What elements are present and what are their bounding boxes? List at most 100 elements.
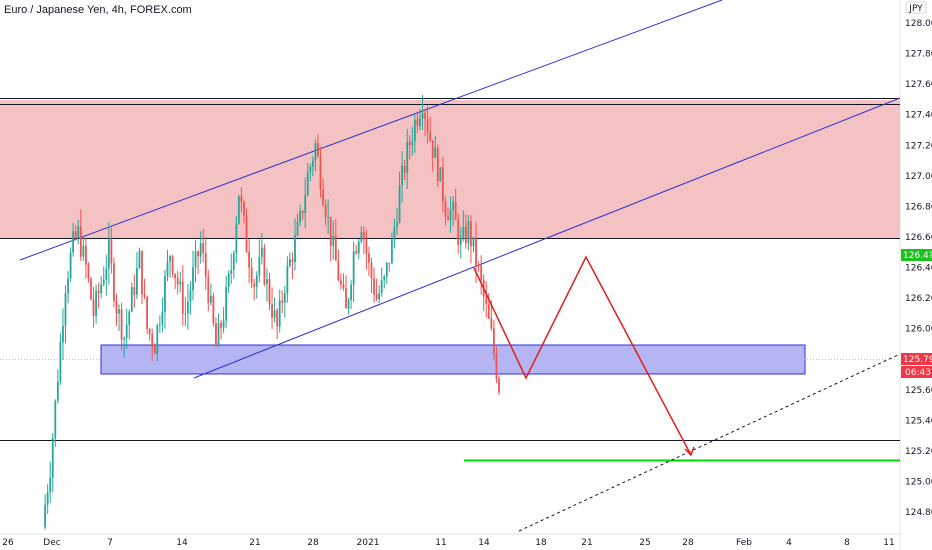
time-tick-label: 26	[2, 538, 14, 548]
candle-body	[248, 252, 250, 268]
candle-body	[90, 278, 92, 300]
candle-body	[319, 156, 322, 190]
candle-body	[235, 223, 238, 254]
candle-body	[475, 237, 477, 265]
candle-body	[439, 167, 442, 182]
time-tick-label: 4	[786, 538, 792, 548]
candle-body	[385, 262, 388, 277]
candle-body	[113, 263, 115, 301]
candle-body	[408, 141, 411, 146]
candle-body	[472, 237, 475, 247]
candle-body	[215, 323, 217, 347]
candle-body	[59, 342, 62, 382]
candle-body	[222, 320, 225, 328]
candle-body	[462, 226, 465, 238]
price-tick-label: 127.800	[905, 50, 932, 60]
candle-body	[266, 279, 268, 284]
candle-body	[194, 251, 197, 268]
candle-body	[304, 195, 307, 214]
candle-body	[82, 245, 85, 257]
candle-body	[495, 353, 498, 379]
candle-body	[406, 141, 409, 174]
time-tick-label: 11	[435, 538, 446, 548]
candle-body	[309, 166, 312, 173]
candle-body	[92, 299, 95, 316]
candle-body	[107, 239, 110, 269]
candle-body	[69, 252, 72, 279]
candle-body	[332, 236, 335, 247]
candle-body	[480, 265, 483, 280]
candle-body	[179, 281, 182, 285]
candle-body	[457, 219, 460, 245]
candle-body	[115, 300, 118, 314]
channel-upper-line[interactable]	[19, 0, 723, 261]
price-tick-label: 125.400	[905, 416, 932, 426]
candle-body	[161, 311, 164, 325]
candle-body	[148, 328, 151, 335]
candle-body	[199, 243, 202, 257]
time-tick-label: 28	[307, 538, 319, 548]
candle-body	[454, 201, 457, 220]
channel-lower-line[interactable]	[193, 97, 901, 379]
dashed-trend-line[interactable]	[518, 353, 901, 532]
price-tick-label: 125.000	[905, 477, 932, 487]
plot-area[interactable]	[0, 0, 900, 534]
countdown-tag	[901, 366, 932, 378]
candle-body	[464, 226, 467, 244]
candle-body	[393, 226, 396, 239]
candle-body	[467, 221, 470, 244]
price-tick-label: 127.200	[905, 141, 932, 151]
candle-body	[79, 226, 82, 257]
candle-body	[158, 324, 161, 326]
candle-body	[337, 260, 340, 281]
candle-body	[238, 195, 240, 224]
candle-body	[204, 252, 207, 277]
candle-body	[365, 239, 368, 254]
candle-body	[278, 300, 281, 327]
candle-body	[240, 195, 243, 203]
price-tick-label: 127.400	[905, 111, 932, 121]
candle-body	[424, 113, 426, 120]
candle-body	[311, 160, 314, 167]
candle-body	[102, 279, 105, 285]
candle-body	[181, 281, 184, 314]
candle-body	[253, 283, 256, 288]
time-tick-label: 7	[107, 538, 113, 548]
candle-body	[286, 265, 289, 294]
price-axis[interactable]	[900, 0, 932, 550]
candle-body	[212, 295, 215, 324]
candle-body	[360, 232, 363, 242]
candles-group	[44, 95, 500, 530]
candle-body	[260, 247, 263, 257]
candle-body	[368, 253, 370, 263]
candle-body	[317, 143, 319, 157]
candle-body	[413, 119, 416, 142]
candle-body	[447, 216, 449, 221]
candle-body	[156, 325, 159, 354]
candle-body	[271, 304, 273, 318]
candle-body	[123, 337, 126, 340]
time-tick-label: 2021	[357, 538, 380, 548]
price-tick-label: 127.000	[905, 172, 932, 182]
candle-body	[138, 250, 141, 269]
candle-body	[306, 172, 309, 196]
candle-body	[118, 309, 120, 314]
time-ticks: 26 Dec 7 14 21 28 2021 11 14 18 21 25 28 Feb 4 8 11	[2, 538, 894, 548]
candle-body	[411, 141, 414, 146]
candle-body	[327, 216, 330, 218]
candle-body	[146, 296, 148, 329]
candle-body	[255, 275, 258, 288]
time-tick-label: 8	[844, 538, 850, 548]
currency-badge[interactable]	[905, 1, 927, 14]
candle-body	[452, 201, 454, 210]
candle-body	[171, 256, 174, 274]
candle-body	[243, 202, 245, 216]
candle-body	[375, 294, 378, 300]
candle-body	[245, 215, 248, 253]
candle-body	[355, 251, 358, 254]
projection-path[interactable]	[473, 255, 692, 456]
candle-body	[449, 209, 452, 221]
candle-body	[342, 284, 345, 289]
